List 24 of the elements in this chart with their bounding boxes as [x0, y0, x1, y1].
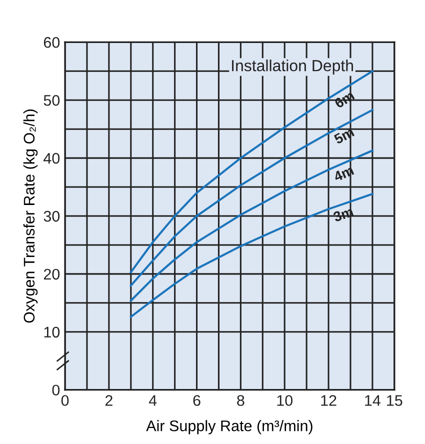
- x-tick-label: 12: [321, 395, 336, 406]
- y-tick-label: 40: [44, 152, 60, 164]
- y-axis-title: Oxygen Transfer Rate (kg O₂/h): [23, 110, 38, 323]
- x-tick-label: 10: [277, 395, 293, 406]
- y-tick-label: 30: [44, 210, 60, 222]
- legend-title: Installation Depth: [232, 60, 353, 74]
- line-series: [130, 149, 374, 302]
- text: 4m: [332, 165, 354, 182]
- text: 5m: [333, 127, 355, 144]
- x-tick-label: 4: [148, 395, 157, 406]
- x-tick-label: 2: [105, 395, 112, 406]
- y-tick-label: 50: [44, 94, 60, 106]
- x-tick-label: 0: [61, 395, 69, 406]
- x-tick-label: 8: [237, 395, 244, 406]
- y-tick-label: 20: [44, 268, 60, 280]
- x-tick-label: 15: [387, 395, 402, 406]
- y-tick-label: 10: [44, 326, 60, 338]
- y-tick-label: 60: [44, 37, 60, 48]
- x-axis-title: Air Supply Rate (m³/min): [146, 420, 312, 434]
- y-tick-label: 0: [52, 384, 60, 396]
- line-series: [130, 192, 374, 318]
- x-tick-label: 14: [365, 395, 380, 406]
- x-tick-label: 6: [193, 395, 200, 406]
- line-series: [130, 108, 374, 287]
